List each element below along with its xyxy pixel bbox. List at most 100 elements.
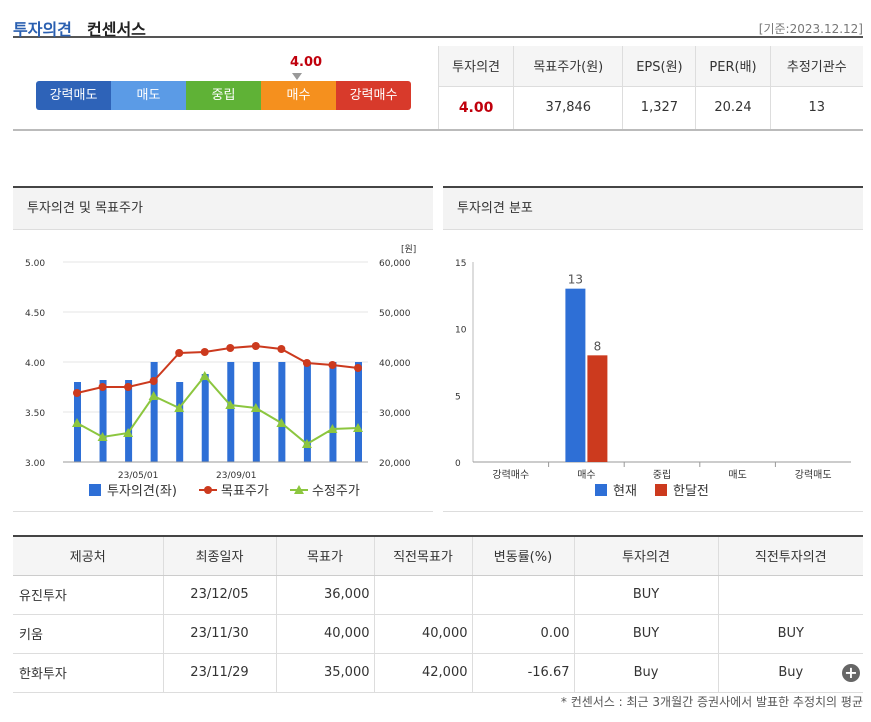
cell-target: 36,000 bbox=[275, 575, 374, 615]
opinion-bar bbox=[278, 362, 286, 462]
y-tick-label: 5 bbox=[455, 392, 461, 402]
opinion-bar bbox=[329, 362, 337, 462]
col-prev-opinion: 직전투자의견 bbox=[717, 536, 863, 576]
right-tick-label: 20,000 bbox=[379, 459, 411, 469]
adjusted-price-point bbox=[97, 432, 108, 441]
cell-provider: 키움 bbox=[13, 614, 163, 654]
cell-date: 23/11/29 bbox=[162, 653, 276, 693]
right-tick-label: 60,000 bbox=[379, 259, 411, 269]
opinion-bar bbox=[150, 362, 158, 462]
adjusted-price-point bbox=[72, 418, 82, 427]
scale-seg-sell: 매도 bbox=[111, 81, 186, 110]
col-change: 변동률(%) bbox=[471, 536, 574, 576]
opinion-bar bbox=[125, 380, 133, 462]
summary-header: 투자의견 bbox=[437, 46, 514, 87]
summary-per: 20.24 bbox=[695, 86, 771, 131]
adjusted-price-line bbox=[76, 374, 359, 446]
cell-prev-opinion: BUY bbox=[717, 614, 863, 654]
scale-seg-buy: 매수 bbox=[261, 81, 336, 110]
left-tick-label: 3.00 bbox=[25, 459, 45, 469]
basis-date: [기준:2023.12.12] bbox=[758, 22, 863, 36]
adjusted-price-point bbox=[199, 371, 210, 380]
opinion-target-chart-panel: 투자의견 및 목표주가 5.00 60,000 4.50 50,000 4.00 40,0… bbox=[13, 186, 433, 512]
footnote: * 컨센서스 : 최근 3개월간 증권사에서 발표한 추정치의 평균 bbox=[560, 695, 863, 709]
target-price-point bbox=[98, 383, 107, 391]
summary-target-price: 37,846 bbox=[513, 86, 623, 131]
opinion-scale: 4.00 강력매도 매도 중립 매수 강력매수 bbox=[13, 46, 438, 130]
more-button[interactable]: + bbox=[842, 664, 860, 682]
scale-seg-strong-buy: 강력매수 bbox=[336, 81, 411, 110]
scale-seg-strong-sell: 강력매도 bbox=[36, 81, 111, 110]
summary-count: 13 bbox=[769, 86, 863, 131]
opinion-bar bbox=[99, 380, 107, 462]
adjusted-price-point bbox=[276, 418, 287, 427]
col-opinion: 투자의견 bbox=[573, 536, 718, 576]
target-price-point bbox=[354, 364, 362, 372]
x-tick-label: 23/09/01 bbox=[216, 471, 256, 481]
y-tick-label: 15 bbox=[455, 259, 466, 269]
left-tick-label: 4.50 bbox=[25, 309, 45, 319]
left-tick-label: 4.00 bbox=[25, 359, 45, 369]
adjusted-price-point bbox=[225, 400, 236, 409]
current-bar-label: 13 bbox=[568, 273, 583, 287]
scale-seg-hold: 중립 bbox=[186, 81, 261, 110]
legend-prev-swatch bbox=[655, 484, 667, 496]
cell-prev-target: 40,000 bbox=[373, 614, 472, 654]
cell-prev-opinion bbox=[717, 575, 863, 615]
table-row: 유진투자 23/12/05 36,000 BUY bbox=[13, 575, 863, 615]
col-provider: 제공처 bbox=[13, 536, 163, 576]
right-tick-label: 50,000 bbox=[379, 309, 411, 319]
target-price-point bbox=[200, 348, 209, 356]
summary-opinion: 4.00 bbox=[437, 86, 514, 131]
target-price-point bbox=[149, 377, 158, 385]
adjusted-price-point bbox=[327, 424, 338, 433]
distribution-chart-panel: 투자의견 분포 15 10 5 0 강력매수 매수 13 8 중립 매도 강력매도 현재 한달전 bbox=[443, 186, 863, 512]
right-tick-label: 40,000 bbox=[379, 359, 411, 369]
broker-table: 제공처 최종일자 목표가 직전목표가 변동률(%) 투자의견 직전투자의견 유진… bbox=[13, 535, 863, 693]
unit-label: [원] bbox=[401, 244, 416, 255]
cell-change: -16.67 bbox=[471, 653, 574, 693]
divider bbox=[13, 129, 438, 131]
table-row: 키움 23/11/30 40,000 40,000 0.00 BUY BUY bbox=[13, 614, 863, 654]
target-price-point bbox=[328, 361, 337, 369]
scale-marker-icon bbox=[292, 73, 302, 80]
cell-prev-target: 42,000 bbox=[373, 653, 472, 693]
cell-target: 35,000 bbox=[275, 653, 374, 693]
left-tick-label: 3.50 bbox=[25, 409, 45, 419]
prev-bar-label: 8 bbox=[594, 339, 602, 353]
target-price-point bbox=[302, 359, 311, 367]
target-price-line bbox=[76, 344, 359, 394]
category-label: 강력매도 bbox=[795, 469, 832, 481]
opinion-bar bbox=[303, 362, 311, 462]
adjusted-price-point bbox=[174, 403, 185, 412]
table-row: 한화투자 23/11/29 35,000 42,000 -16.67 Buy B… bbox=[13, 653, 863, 693]
cell-opinion: BUY bbox=[573, 614, 718, 654]
legend-opinion-swatch bbox=[89, 484, 101, 496]
col-date: 최종일자 bbox=[162, 536, 276, 576]
legend-target-marker bbox=[204, 486, 212, 494]
summary-header: PER(배) bbox=[695, 46, 771, 87]
cell-provider: 유진투자 bbox=[13, 575, 163, 615]
target-price-point bbox=[277, 345, 286, 353]
adjusted-price-point bbox=[301, 439, 312, 448]
y-tick-label: 0 bbox=[455, 459, 461, 469]
cell-date: 23/12/05 bbox=[162, 575, 276, 615]
legend-current-swatch bbox=[595, 484, 607, 496]
summary-header: 목표주가(원) bbox=[513, 46, 623, 87]
category-label: 강력매수 bbox=[492, 469, 529, 481]
cell-prev-opinion: Buy bbox=[717, 653, 863, 693]
legend-current: 현재 bbox=[613, 484, 637, 499]
left-tick-label: 5.00 bbox=[25, 259, 45, 269]
adjusted-price-point bbox=[250, 403, 261, 412]
summary-header: 추정기관수 bbox=[769, 46, 863, 87]
scale-bar: 강력매도 매도 중립 매수 강력매수 bbox=[36, 81, 411, 110]
target-price-point bbox=[73, 389, 81, 397]
right-tick-label: 30,000 bbox=[379, 409, 411, 419]
target-price-point bbox=[251, 342, 260, 350]
target-price-point bbox=[226, 344, 235, 352]
scale-value: 4.00 bbox=[290, 55, 323, 70]
chart2-title: 투자의견 분포 bbox=[443, 188, 863, 230]
cell-opinion: BUY bbox=[573, 575, 718, 615]
legend-opinion: 투자의견(좌) bbox=[107, 484, 177, 499]
